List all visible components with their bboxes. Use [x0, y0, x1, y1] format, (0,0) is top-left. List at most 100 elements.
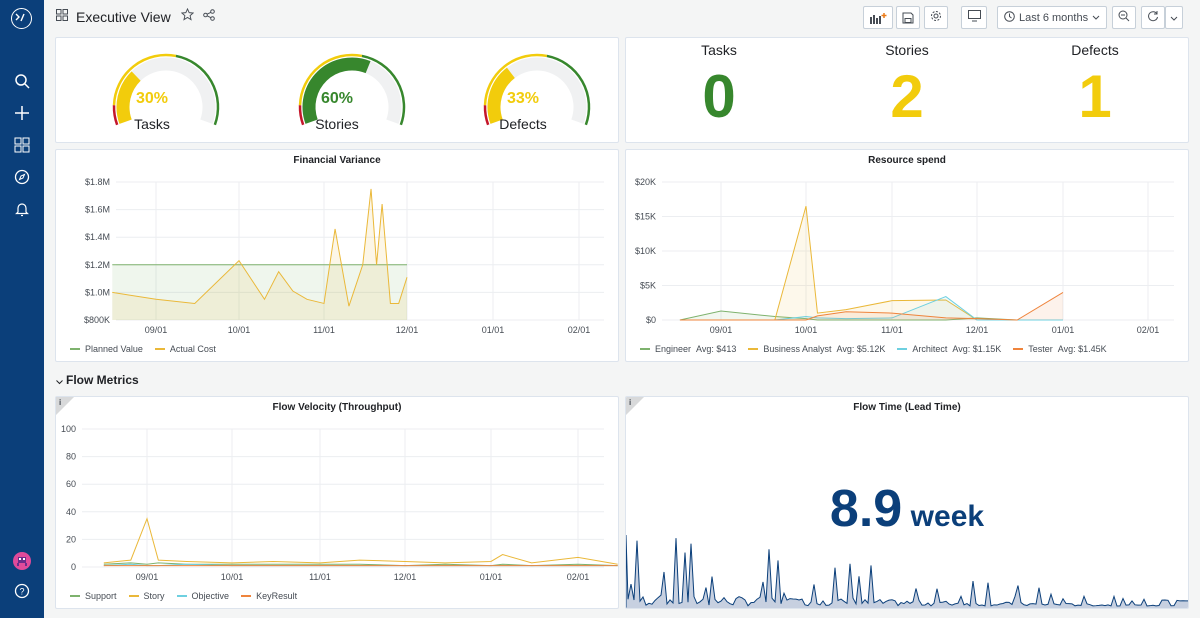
- series-line: [679, 206, 1063, 321]
- share-icon[interactable]: [202, 8, 215, 26]
- info-corner[interactable]: [626, 397, 644, 415]
- dashboards-icon[interactable]: [12, 135, 32, 155]
- gauges-svg: [112, 53, 591, 126]
- panel-title: Financial Variance: [293, 155, 381, 166]
- gauge-value-arc: [116, 71, 141, 124]
- gauge-label-defects: Defects: [499, 116, 547, 132]
- flow-time-panel: i Flow Time (Lead Time) 8.9 week: [625, 396, 1189, 609]
- financial-variance-chart: $1.8M $1.6M $1.4M $1.2M $1.0M $800K 09/01 10/01…: [84, 177, 604, 335]
- view-mode-button[interactable]: [961, 6, 987, 29]
- legend-label: KeyResult: [256, 591, 298, 601]
- row-title-label: Flow Metrics: [66, 373, 139, 387]
- legend-label: Tester: [1028, 344, 1053, 354]
- y-tick-label: 20: [66, 534, 76, 544]
- legend-item[interactable]: Architect Avg: $1.15K: [897, 344, 1001, 354]
- clock-icon: [1004, 10, 1015, 25]
- help-icon[interactable]: ?: [12, 581, 32, 601]
- legend-item[interactable]: Objective: [176, 591, 230, 601]
- y-tick-label: $1.6M: [85, 205, 110, 215]
- legend-label: Objective: [191, 591, 230, 601]
- gauge-threshold-green: [175, 54, 220, 126]
- y-tick-label: $20K: [635, 177, 656, 187]
- x-tick-label: 02/01: [1137, 325, 1160, 335]
- legend-item[interactable]: Planned Value: [70, 344, 143, 354]
- flow-time-value: 8.9: [829, 480, 903, 538]
- lead-time-sparkline: [626, 534, 1188, 608]
- svg-text:?: ?: [19, 587, 24, 597]
- x-tick-label: 01/01: [480, 572, 503, 582]
- legend-label: Planned Value: [85, 344, 143, 354]
- y-tick-label: $1.8M: [85, 177, 110, 187]
- legend-item[interactable]: Actual Cost: [154, 344, 216, 354]
- legend-item[interactable]: Business Analyst Avg: $5.12K: [748, 344, 885, 354]
- app-logo[interactable]: [11, 8, 32, 29]
- search-icon[interactable]: [12, 71, 32, 91]
- legend-item[interactable]: Story: [128, 591, 165, 601]
- gauge-value-arc: [487, 67, 516, 124]
- refresh-button[interactable]: [1141, 6, 1165, 29]
- gauge-value-tasks: 30%: [135, 90, 169, 107]
- gauge-label-tasks: Tasks: [134, 116, 170, 132]
- monitor-icon: [967, 9, 981, 27]
- x-tick-label: 12/01: [396, 325, 419, 335]
- info-corner[interactable]: [56, 397, 74, 415]
- y-tick-label: $5K: [640, 281, 656, 291]
- stat-value-stories: 2: [890, 63, 924, 130]
- series-area: [679, 206, 1063, 320]
- compass-icon[interactable]: [12, 167, 32, 187]
- gauge-threshold-green: [546, 54, 591, 126]
- info-icon[interactable]: i: [629, 398, 632, 407]
- plus-icon[interactable]: [12, 103, 32, 123]
- row-header-flow-metrics[interactable]: Flow Metrics: [56, 373, 139, 388]
- y-tick-label: 40: [66, 507, 76, 517]
- legend-item[interactable]: Tester Avg: $1.45K: [1013, 344, 1107, 354]
- legend-label: Architect: [912, 344, 948, 354]
- settings-button[interactable]: [924, 6, 948, 29]
- zoom-out-button[interactable]: [1112, 6, 1136, 29]
- stat-value-tasks: 0: [702, 63, 736, 130]
- y-tick-label: 0: [71, 562, 76, 572]
- stat-label-tasks: Tasks: [701, 42, 737, 58]
- panel-title: Resource spend: [868, 155, 946, 166]
- series-line: [103, 517, 618, 565]
- gauge-value-arc: [302, 57, 371, 124]
- refresh-interval-dropdown[interactable]: [1165, 6, 1183, 29]
- x-tick-label: 10/01: [795, 325, 818, 335]
- page-title[interactable]: Executive View: [76, 9, 171, 25]
- panel-title: Flow Velocity (Throughput): [272, 402, 402, 413]
- star-icon[interactable]: [180, 7, 194, 26]
- chart-legend: Engineer Avg: $413 Business Analyst Avg:…: [640, 344, 1119, 354]
- info-icon[interactable]: i: [59, 398, 62, 407]
- legend-item[interactable]: KeyResult: [241, 591, 297, 601]
- flow-time-unit: week: [910, 500, 985, 533]
- add-panel-button[interactable]: [863, 6, 893, 29]
- bell-icon[interactable]: [12, 199, 32, 219]
- y-tick-label: $1.4M: [85, 232, 110, 242]
- gauge-threshold-red: [483, 105, 490, 126]
- chevron-down-icon: [1170, 9, 1178, 27]
- y-tick-label: $800K: [84, 315, 110, 325]
- x-tick-label: 11/01: [309, 572, 331, 582]
- x-tick-label: 09/01: [136, 572, 159, 582]
- chevron-down-icon: [1092, 12, 1100, 24]
- series-area: [679, 292, 1063, 320]
- legend-item[interactable]: Support: [70, 591, 117, 601]
- stat-value-defects: 1: [1078, 63, 1112, 130]
- save-dashboard-button[interactable]: [896, 6, 920, 29]
- sidebar: ?: [0, 0, 44, 618]
- flow-time-stat: 8.9 week: [626, 479, 1188, 539]
- series-area: [679, 296, 1063, 320]
- gauge-threshold-yellow: [112, 53, 177, 106]
- time-range-picker[interactable]: Last 6 months: [997, 6, 1107, 29]
- x-tick-label: 09/01: [710, 325, 733, 335]
- legend-avg: Avg: $5.12K: [836, 344, 886, 354]
- y-tick-label: $1.0M: [85, 287, 110, 297]
- x-tick-label: 10/01: [228, 325, 251, 335]
- legend-item[interactable]: Engineer Avg: $413: [640, 344, 736, 354]
- series-line: [103, 562, 618, 567]
- legend-label: Business Analyst: [763, 344, 832, 354]
- resource-spend-chart: $20K $15K $10K $5K $0 09/01 10/01 11/01 12/01 01/…: [635, 177, 1174, 335]
- user-avatar[interactable]: [12, 551, 32, 571]
- resource-spend-panel: Resource spend $20K $15K $10K $5K $0 09/01 10/…: [625, 149, 1189, 362]
- gauge-value-stories: 60%: [320, 90, 354, 107]
